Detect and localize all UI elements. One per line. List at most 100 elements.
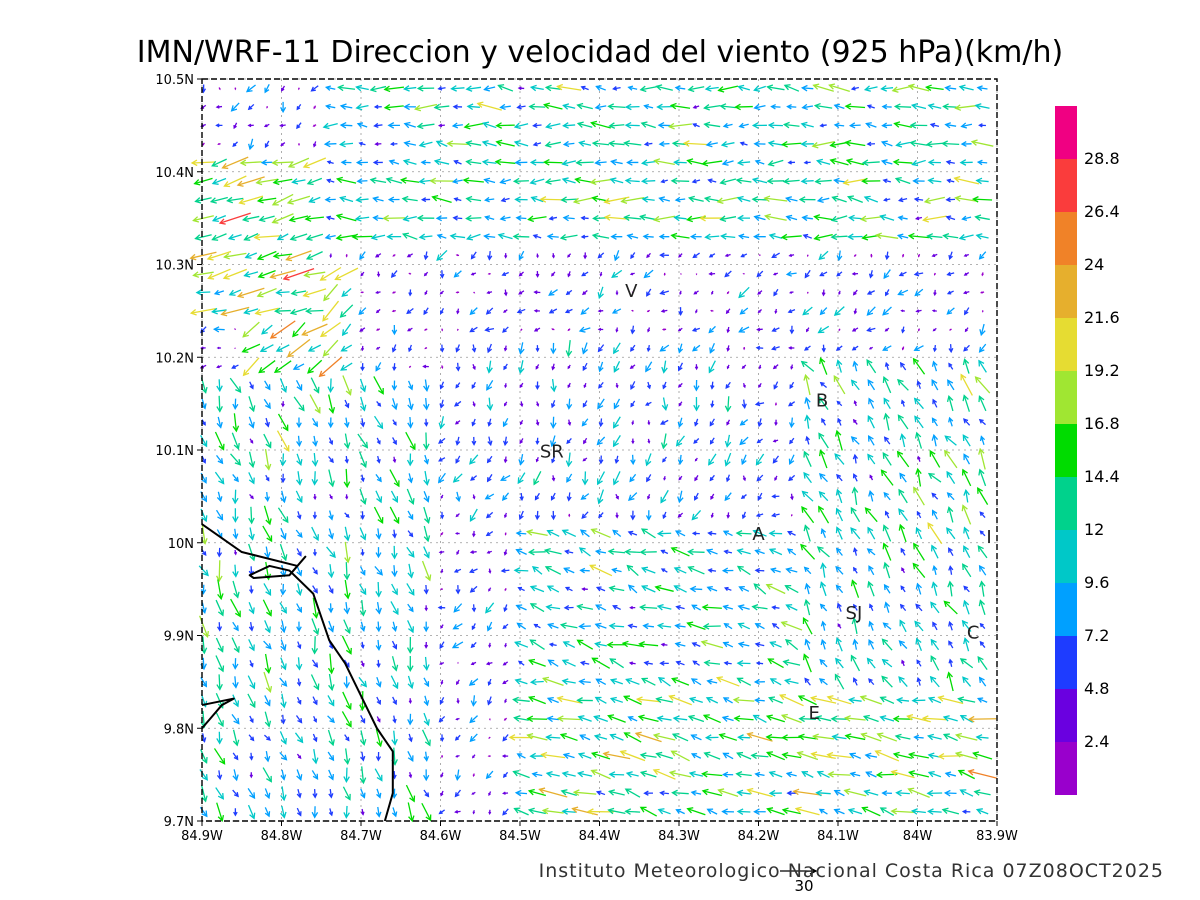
wind-vector — [977, 545, 988, 559]
wind-vector — [815, 158, 831, 166]
wind-vector — [645, 510, 652, 521]
wind-vector — [736, 159, 751, 166]
wind-vector — [376, 788, 382, 799]
wind-vector — [360, 474, 365, 483]
wind-vector — [626, 159, 639, 166]
wind-vector — [327, 653, 335, 675]
wind-vector — [264, 417, 270, 428]
wind-vector — [615, 290, 619, 296]
wind-vector — [914, 216, 923, 221]
wind-vector — [659, 289, 670, 296]
wind-vector — [328, 456, 334, 464]
wind-vector — [326, 160, 334, 165]
wind-vector — [848, 122, 861, 129]
wind-vector — [503, 604, 508, 613]
wind-vector — [929, 675, 940, 688]
wind-vector — [216, 365, 222, 369]
wind-vector — [216, 622, 223, 632]
wind-vector — [611, 269, 623, 278]
wind-vector — [609, 658, 625, 669]
wind-vector — [263, 671, 273, 693]
wind-vector — [736, 751, 752, 760]
wind-vector — [518, 342, 525, 355]
wind-vector — [978, 359, 987, 373]
wind-vector — [582, 362, 588, 372]
wind-vector — [374, 566, 384, 576]
wind-vector — [796, 751, 819, 761]
wind-vector — [502, 771, 509, 778]
wind-vector — [769, 641, 782, 648]
wind-vector — [784, 196, 798, 203]
wind-vector — [598, 512, 604, 519]
wind-vector — [645, 453, 652, 467]
wind-vector — [526, 715, 548, 723]
wind-vector — [559, 733, 578, 742]
wind-vector — [639, 806, 658, 817]
wind-vector — [640, 566, 656, 574]
wind-vector — [594, 548, 607, 555]
wind-vector — [487, 436, 493, 447]
wind-vector — [280, 786, 287, 802]
wind-vector — [911, 808, 926, 815]
wind-vector — [217, 579, 224, 601]
wind-vector — [564, 586, 573, 592]
wind-vector — [519, 492, 524, 502]
wind-vector — [581, 471, 589, 486]
wind-vector — [755, 345, 764, 351]
wind-vector — [961, 809, 971, 815]
wind-vector — [403, 121, 416, 129]
wind-vector — [319, 321, 341, 338]
wind-vector — [375, 639, 382, 651]
wind-vector — [719, 215, 737, 222]
colorbar-label: 9.6 — [1084, 573, 1109, 592]
wind-vector — [561, 529, 577, 538]
wind-vector — [963, 344, 970, 352]
wind-vector — [609, 733, 624, 741]
wind-vector — [686, 807, 706, 816]
wind-vector — [248, 622, 254, 632]
wind-vector — [296, 807, 302, 817]
wind-vector — [556, 83, 582, 91]
wind-vector — [771, 605, 780, 610]
wind-vector — [234, 87, 237, 91]
wind-vector — [272, 252, 293, 260]
wind-vector — [529, 678, 544, 686]
wind-vector — [896, 450, 910, 468]
wind-vector — [408, 733, 413, 743]
wind-vector — [513, 140, 529, 147]
wind-vector — [440, 679, 444, 685]
wind-vector — [469, 568, 478, 574]
wind-vector — [678, 401, 683, 407]
wind-vector — [450, 85, 465, 92]
wind-vector — [868, 565, 875, 576]
wind-vector — [466, 103, 480, 111]
wind-vector — [567, 382, 571, 389]
wind-vector — [345, 254, 348, 258]
wind-vector — [897, 289, 909, 296]
wind-vector — [565, 289, 573, 296]
wind-vector — [630, 400, 636, 408]
wind-vector — [787, 530, 796, 536]
wind-vector — [706, 678, 718, 685]
wind-vector — [376, 271, 381, 278]
wind-vector — [311, 659, 319, 668]
wind-vector — [406, 488, 415, 506]
wind-vector — [647, 420, 651, 426]
wind-vector — [390, 270, 398, 279]
wind-vector — [408, 365, 412, 368]
wind-vector — [771, 252, 780, 259]
wind-vector — [901, 326, 906, 334]
wind-vector — [216, 770, 223, 781]
wind-vector — [279, 123, 286, 128]
wind-vector — [560, 789, 577, 797]
wind-vector — [785, 214, 798, 221]
wind-vector — [786, 790, 797, 796]
wind-vector — [689, 233, 702, 240]
wind-vector — [312, 733, 318, 743]
wind-vector — [590, 528, 611, 539]
wind-vector — [923, 196, 945, 204]
wind-vector — [726, 512, 731, 519]
wind-vector — [372, 196, 384, 203]
y-tick-label: 9.7N — [164, 815, 194, 830]
wind-vector — [827, 771, 851, 778]
